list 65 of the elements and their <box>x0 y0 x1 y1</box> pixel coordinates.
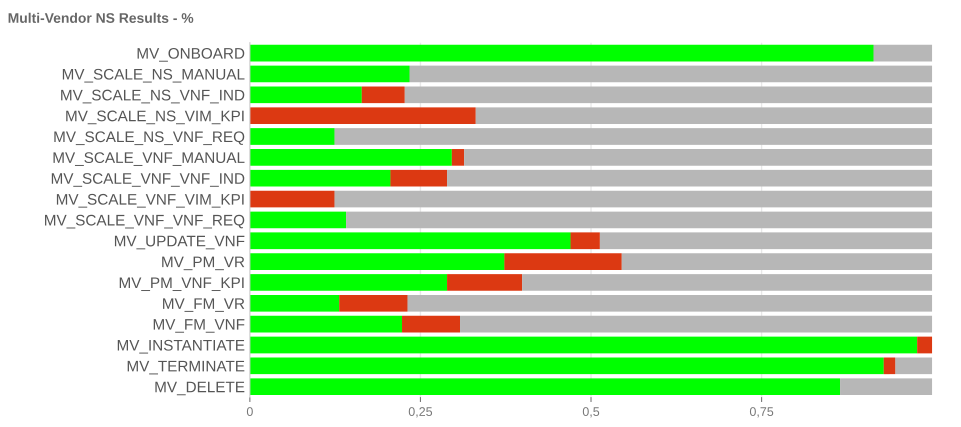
y-tick-label: MV_SCALE_NS_VNF_REQ <box>54 131 244 146</box>
bar <box>250 358 884 374</box>
bar <box>840 378 932 396</box>
bar <box>250 66 410 82</box>
bar <box>476 107 932 124</box>
bar <box>250 170 390 187</box>
bar <box>250 274 448 291</box>
bar <box>334 190 932 208</box>
bar <box>447 170 932 187</box>
bar <box>250 44 874 62</box>
x-tick-label: 0 <box>246 407 253 416</box>
bar <box>250 128 334 145</box>
bar <box>390 170 448 187</box>
bar <box>452 149 464 166</box>
x-tick-label: 0,5 <box>582 407 600 418</box>
bar <box>250 212 346 228</box>
y-tick-label: MV_TERMINATE <box>128 360 244 374</box>
bar <box>250 190 334 208</box>
bar <box>895 358 932 374</box>
bar <box>600 232 932 250</box>
bar <box>460 316 932 332</box>
bar <box>570 232 600 250</box>
bar <box>250 149 452 166</box>
y-tick-label: MV_SCALE_VNF_VNF_IND <box>52 173 244 187</box>
bar <box>402 316 460 332</box>
bar <box>346 212 932 228</box>
y-tick-label: MV_UPDATE_VNF <box>114 236 244 250</box>
bar <box>250 294 340 312</box>
bar <box>250 86 362 104</box>
x-tick-label: 0,75 <box>750 407 774 418</box>
y-tick-label: MV_ONBOARD <box>138 48 244 62</box>
y-tick-label: MV_FM_VR <box>163 298 244 312</box>
bar <box>884 358 896 374</box>
y-tick-label: MV_SCALE_VNF_VNF_REQ <box>45 214 244 228</box>
bar <box>522 274 932 291</box>
x-tick-label: 0,25 <box>408 407 432 418</box>
y-tick-label: MV_SCALE_VNF_VIM_KPI <box>56 194 244 208</box>
y-tick-label: MV_DELETE <box>155 382 244 396</box>
y-tick-label: MV_PM_VNF_KPI <box>120 277 244 292</box>
bar <box>404 86 932 104</box>
bar <box>917 336 932 354</box>
bar <box>410 66 932 82</box>
y-tick-label: MV_SCALE_NS_VIM_KPI <box>66 110 244 124</box>
bar <box>362 86 405 104</box>
bar <box>504 253 622 270</box>
bar <box>250 378 840 396</box>
bar <box>447 274 522 291</box>
y-tick-label: MV_SCALE_NS_MANUAL <box>62 68 244 83</box>
bar <box>407 294 932 312</box>
bar <box>464 149 932 166</box>
y-tick-label: MV_SCALE_NS_VNF_IND <box>61 90 244 104</box>
y-tick-label: MV_PM_VR <box>162 256 244 270</box>
y-tick-label: MV_FM_VNF <box>154 319 244 333</box>
bar <box>873 44 932 62</box>
bar <box>250 232 571 250</box>
bar <box>334 128 932 145</box>
text: Multi-Vendor NS Results - % <box>8 12 194 23</box>
y-tick-label: MV_SCALE_VNF_MANUAL <box>54 152 244 166</box>
bar <box>250 336 918 354</box>
bar <box>250 253 504 270</box>
y-tick-label: MV_INSTANTIATE <box>118 340 244 354</box>
bar <box>622 253 932 270</box>
bar <box>339 294 408 312</box>
bar <box>250 316 402 332</box>
bar <box>250 107 476 124</box>
